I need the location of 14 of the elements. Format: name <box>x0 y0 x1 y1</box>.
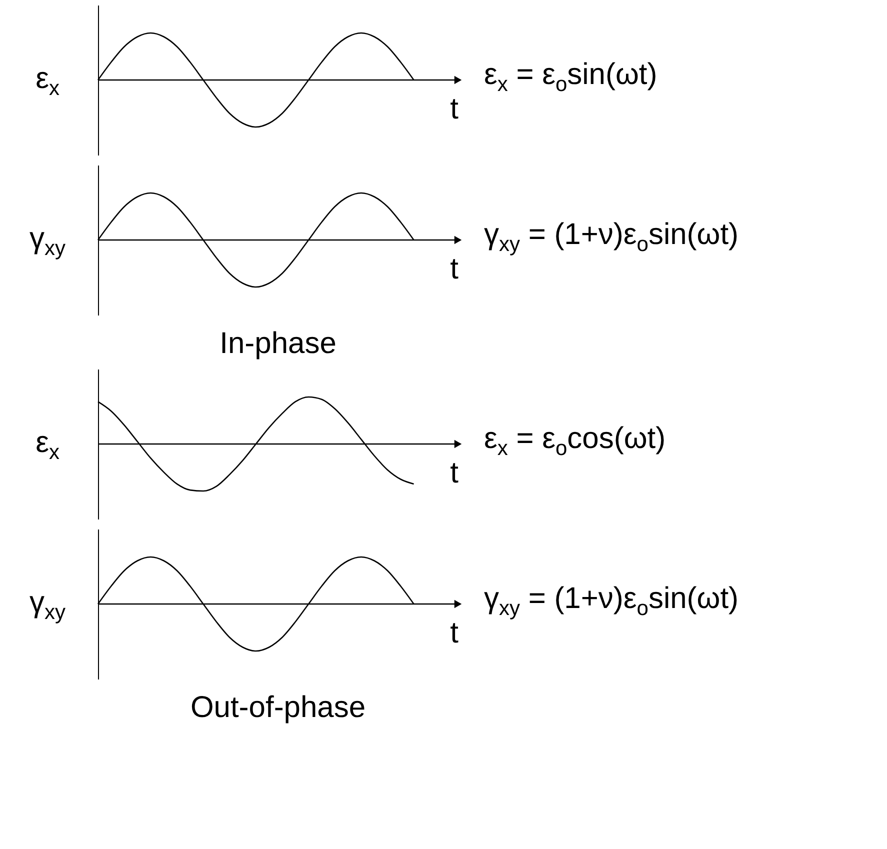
x-axis-title: t <box>450 456 460 490</box>
text: ε$_{x}$ = ε$_{o}$cos(ωt) <box>484 422 666 461</box>
x-axis-title: t <box>450 252 460 286</box>
x-axis-title: t <box>450 616 460 650</box>
text: ε$_{x}$ = ε$_{o}$sin(ωt) <box>484 58 658 97</box>
text: γ$_{xy}$ = (1+ν)ε$_{o}$sin(ωt) <box>484 582 739 621</box>
x-axis-title: t <box>450 92 460 126</box>
text: γ$_{xy}$ = (1+ν)ε$_{o}$sin(ωt) <box>484 218 739 257</box>
y-axis-title: γ$_{xy}$ <box>28 585 66 625</box>
text: In-phase <box>220 327 336 360</box>
y-axis-title: ε$_{x}$ <box>34 61 60 101</box>
y-axis-title: ε$_{x}$ <box>34 425 60 465</box>
y-axis-title: γ$_{xy}$ <box>28 221 66 261</box>
text: Out-of-phase <box>190 691 366 724</box>
